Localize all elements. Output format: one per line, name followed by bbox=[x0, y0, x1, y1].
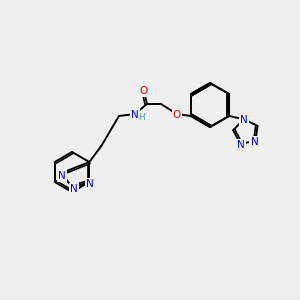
Text: N: N bbox=[131, 110, 139, 120]
Text: O: O bbox=[173, 110, 181, 120]
Text: N: N bbox=[250, 137, 258, 147]
Text: N: N bbox=[240, 115, 248, 125]
Text: O: O bbox=[140, 86, 148, 96]
Text: N: N bbox=[70, 184, 78, 194]
Text: H: H bbox=[139, 112, 145, 122]
Text: N: N bbox=[238, 140, 245, 150]
Text: N: N bbox=[86, 179, 94, 189]
Text: N: N bbox=[58, 171, 65, 181]
